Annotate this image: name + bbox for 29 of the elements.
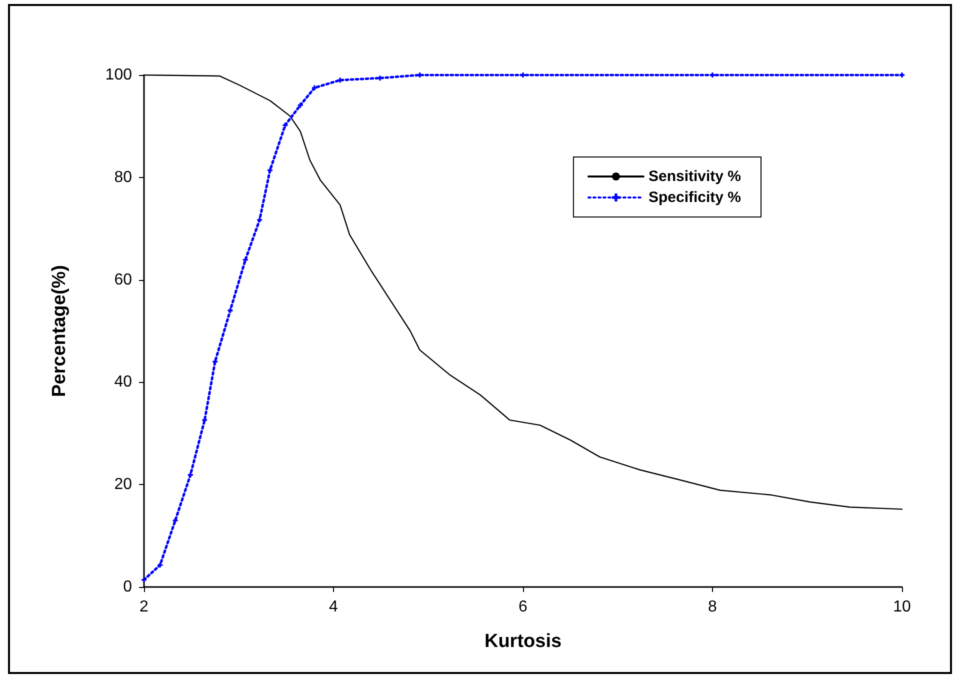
point	[312, 85, 318, 90]
point	[228, 308, 233, 314]
x-axis-title: Kurtosis	[484, 631, 562, 652]
point	[298, 102, 303, 108]
point	[188, 472, 193, 478]
y-tick-label: 0	[123, 578, 132, 596]
legend-label: Sensitivity %	[648, 168, 742, 185]
y-tick-label: 60	[114, 271, 132, 288]
point	[257, 217, 262, 222]
point	[212, 359, 218, 364]
x-tick-label: 8	[708, 598, 718, 616]
point	[282, 122, 288, 128]
point	[202, 418, 208, 423]
point	[172, 518, 178, 523]
point	[268, 168, 273, 173]
point	[900, 72, 904, 78]
point	[158, 562, 163, 568]
point	[242, 257, 248, 262]
y-tick-label: 100	[105, 66, 132, 84]
y-axis-title: Percentage(%)	[49, 265, 70, 397]
y-tick-label: 40	[114, 374, 132, 391]
x-tick-label: 6	[518, 598, 528, 616]
x-tick-label: 2	[140, 598, 149, 616]
legend-label: Specificity %	[648, 189, 742, 206]
y-tick-label: 80	[114, 168, 132, 186]
point	[142, 577, 146, 582]
x-tick-label: 10	[893, 598, 911, 616]
y-tick-label: 20	[114, 476, 132, 494]
x-tick-label: 4	[329, 598, 338, 616]
